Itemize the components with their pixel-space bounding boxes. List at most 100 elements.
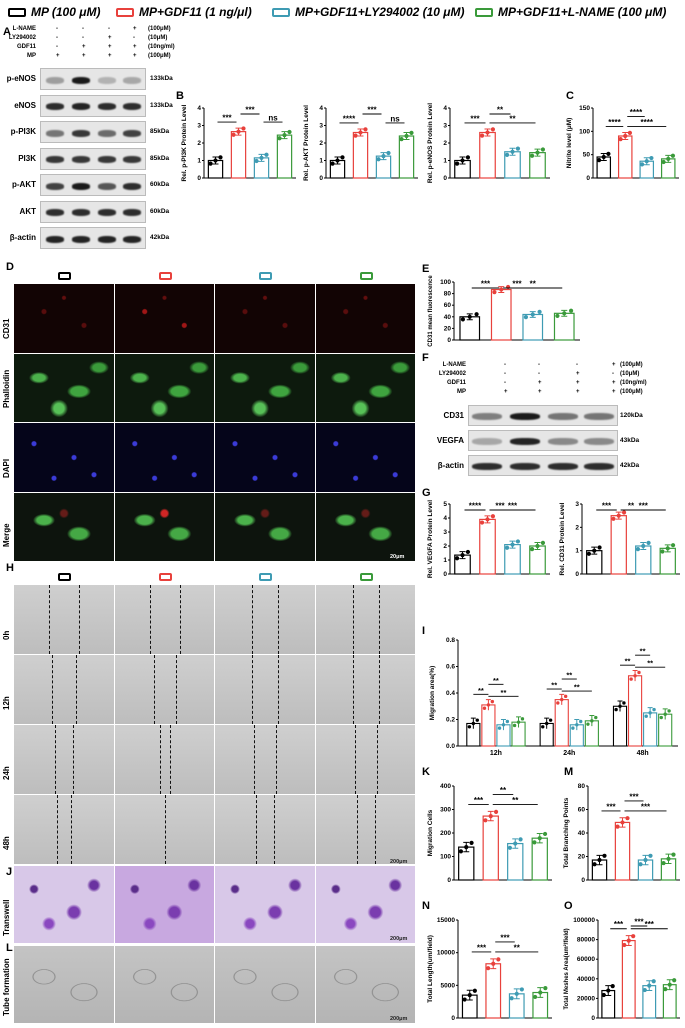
y-tick-label: 0.6	[446, 664, 455, 671]
data-point	[512, 723, 517, 728]
y-tick-label: 2	[319, 140, 323, 147]
micrograph-tile	[114, 284, 214, 353]
treatment-mark: -	[504, 380, 506, 386]
treatment-name: MP	[27, 53, 36, 59]
micrograph-tile	[114, 946, 214, 1023]
data-point	[648, 711, 652, 715]
legend-item-lname: MP+GDF11+L-NAME (100 μM)	[475, 5, 666, 19]
blot-band	[45, 182, 65, 190]
data-point	[622, 942, 627, 948]
y-axis-label: Migration area(%)	[429, 666, 436, 721]
significance-label: ***	[645, 920, 655, 929]
y-tick-label: 0	[451, 1015, 455, 1022]
blot-protein-label: eNOS	[14, 100, 36, 110]
data-point	[596, 158, 602, 163]
treatment-mark: -	[504, 371, 506, 377]
data-point	[358, 130, 363, 135]
blot-band	[548, 413, 578, 420]
data-point	[471, 721, 476, 726]
data-point	[663, 986, 668, 992]
data-point	[623, 133, 628, 139]
treatment-name: L-NAME	[12, 26, 36, 32]
treatment-mark: -	[612, 371, 614, 377]
wound-edge-line	[169, 725, 171, 794]
panel-letter-g: G	[422, 487, 431, 499]
micrograph-tile	[315, 795, 415, 864]
data-point	[543, 986, 548, 991]
image-row-label: DAPI	[2, 458, 11, 478]
y-tick-label: 2	[443, 543, 447, 550]
data-point	[465, 155, 471, 160]
data-point	[287, 129, 292, 135]
y-tick-label: 1	[197, 158, 201, 165]
data-point	[568, 308, 574, 313]
micrograph-tile	[315, 585, 415, 654]
blot-band	[122, 129, 142, 137]
data-point	[532, 840, 537, 845]
data-point	[520, 717, 525, 721]
wound-edge-line	[76, 655, 77, 724]
blot-band	[71, 103, 91, 110]
group-swatch-icon	[359, 573, 373, 581]
data-point	[533, 994, 538, 1000]
micrograph-tile	[114, 492, 214, 561]
micrograph-tile	[114, 866, 214, 943]
wound-edge-line	[274, 795, 275, 864]
significance-label: ***	[477, 943, 487, 952]
y-tick-label: 400	[440, 783, 451, 790]
group-swatch-icon	[158, 272, 172, 280]
treatment-mark: -	[56, 44, 58, 50]
micrograph-tile	[215, 725, 315, 794]
wound-edge-line	[71, 795, 72, 864]
data-point	[665, 546, 670, 551]
wound-edge-line	[378, 655, 380, 724]
treatment-mark: +	[108, 35, 112, 41]
data-point	[540, 540, 546, 545]
blot-kda-label: 85kDa	[150, 154, 170, 162]
wound-edge-line	[352, 655, 354, 724]
blot-band	[122, 76, 142, 84]
treatment-concentration: (100μM)	[620, 389, 643, 395]
micrograph-tile	[215, 353, 315, 422]
treatment-name: GDF11	[16, 44, 36, 50]
micrograph-tile	[215, 866, 315, 943]
data-point	[555, 313, 560, 319]
bar	[554, 699, 569, 747]
data-point	[458, 849, 464, 854]
legend-item-mp: MP (100 μM)	[8, 5, 100, 19]
micrograph-tile	[14, 423, 114, 492]
treatment-table-f: L-NAME - - - + (100μM) LY294002- - + - (10μM) GDF11…	[430, 362, 680, 402]
y-tick-label: 50	[583, 152, 591, 159]
blot-band	[97, 129, 117, 137]
y-tick-label: 1	[319, 158, 323, 165]
y-tick-label: 80	[444, 291, 452, 298]
treatment-mark: -	[108, 26, 110, 32]
significance-label: **	[497, 106, 504, 115]
data-point	[208, 161, 213, 166]
y-tick-label: 150	[579, 105, 590, 112]
significance-label: ns	[390, 114, 400, 123]
micrograph-tile	[114, 795, 214, 864]
blot-band	[548, 463, 578, 470]
data-point	[602, 853, 607, 858]
y-tick-label: 0	[443, 175, 447, 182]
blot-band	[71, 76, 91, 84]
significance-label: ***	[639, 502, 649, 511]
data-point	[454, 161, 460, 166]
legend-label: MP+GDF11 (1 ng/μl)	[139, 5, 252, 19]
data-point	[497, 726, 502, 730]
fluorescence-image-grid: CD31 Phalloidin DAPI Merge 20μm	[2, 272, 416, 562]
bar	[621, 939, 636, 1019]
blot-band	[97, 156, 117, 163]
y-tick-label: 5000	[441, 982, 456, 989]
panel-letter-l: L	[6, 942, 13, 954]
significance-label: **	[574, 683, 580, 692]
treatment-mark: +	[538, 380, 542, 386]
significance-label: ***	[222, 114, 232, 123]
y-axis-label: Nitrite level (μM)	[566, 118, 573, 169]
treatment-name: GDF11	[446, 380, 466, 386]
data-point	[467, 314, 472, 319]
data-point	[639, 162, 645, 167]
